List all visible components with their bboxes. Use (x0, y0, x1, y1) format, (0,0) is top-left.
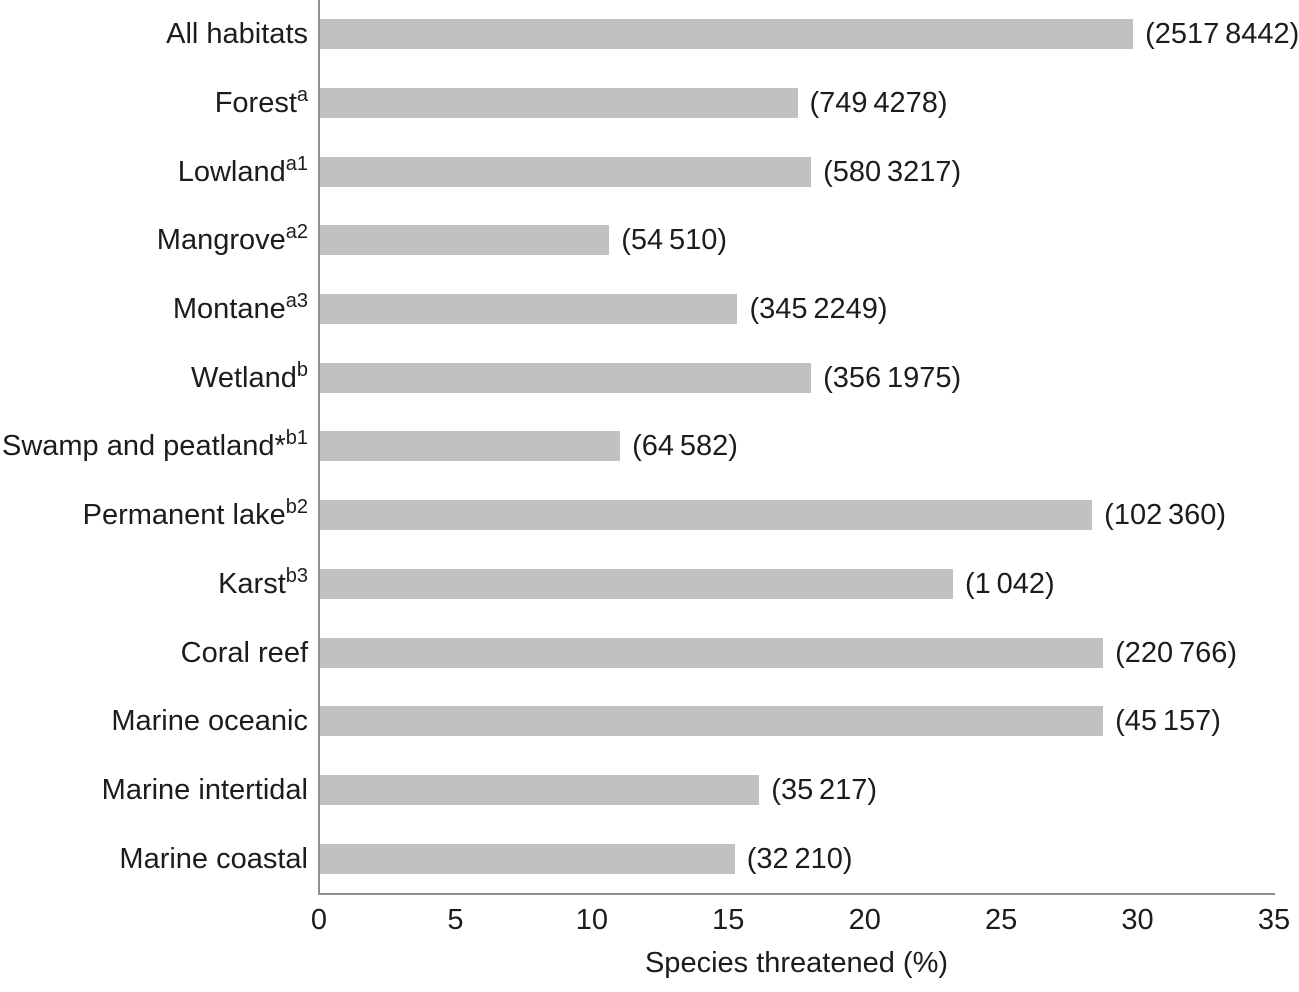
bar (320, 500, 1093, 531)
x-tick-label: 10 (575, 904, 608, 936)
bar-row: Swamp and peatland*b1 (64 582) (2, 412, 1275, 481)
category-label: Marine oceanic (111, 704, 308, 738)
bar-value-annotation: (580 3217) (823, 155, 962, 188)
category-label-text: Marine oceanic (111, 705, 308, 738)
category-label: Coral reef (181, 636, 308, 670)
bar (320, 88, 798, 119)
x-tick-label: 20 (848, 904, 881, 936)
x-tick-label: 35 (1257, 904, 1291, 936)
category-label-text: Marine coastal (119, 842, 308, 875)
bar-row: Karstb3 (1 042) (218, 550, 1275, 619)
x-tick-label: 15 (712, 904, 745, 936)
category-label-text: Karst (218, 567, 286, 600)
category-label-text: Coral reef (180, 636, 308, 669)
bar-value-annotation: (35 217) (771, 773, 878, 806)
bar-value-annotation: (45 157) (1115, 705, 1221, 738)
bar-value-annotation: (2517 8442) (1145, 18, 1299, 51)
category-superscript: b (296, 358, 308, 381)
category-label-text: Mangrove (156, 224, 286, 257)
bar (320, 225, 610, 256)
bar-value-annotation: (345 2249) (749, 293, 888, 326)
category-label: Marine intertidal (102, 773, 308, 807)
category-label: Permanent lakeb2 (82, 496, 308, 532)
bar-value-annotation: (54 510) (621, 224, 727, 257)
bar (320, 637, 1104, 668)
plot-area: All habitats (2517 8442) Foresta (749 4278)… (2, 0, 1299, 895)
bar (320, 294, 738, 325)
category-label: Mangrovea2 (156, 221, 308, 257)
bar-row: Lowlanda1 (580 3217) (178, 137, 1275, 206)
bar-value-annotation: (1 042) (965, 567, 1055, 600)
category-label-text: Forest (214, 87, 297, 120)
category-label: Swamp and peatland*b1 (1, 427, 308, 463)
bar-value-annotation: (64 582) (632, 430, 738, 463)
category-label: Foresta (214, 84, 308, 120)
category-label-text: Lowland (177, 155, 286, 188)
category-label-text: Marine intertidal (101, 773, 308, 806)
bar (320, 568, 954, 599)
category-superscript: a2 (285, 221, 308, 244)
bar-value-annotation: (32 210) (746, 842, 853, 875)
bar-row: Mangrovea2 (54 510) (157, 206, 1275, 275)
bar-value-annotation: (220 766) (1115, 636, 1237, 669)
bar-row: Marine intertidal (35 217) (102, 756, 1275, 825)
bar (320, 362, 812, 393)
bar-row: Coral reef (220 766) (181, 618, 1275, 687)
bar-row: Permanent lakeb2 (102 360) (83, 481, 1275, 550)
bar (320, 843, 735, 874)
category-label-text: Permanent lake (82, 499, 286, 532)
bar-row: Marine oceanic (45 157) (111, 687, 1275, 756)
category-label: Wetlandb (191, 358, 308, 395)
category-label: Montanea3 (172, 290, 308, 326)
bar (320, 431, 621, 462)
category-label: Marine coastal (119, 842, 308, 876)
category-label: Lowlanda1 (177, 152, 308, 189)
bar-row: All habitats (2517 8442) (166, 0, 1299, 69)
x-tick-label: 25 (985, 904, 1018, 936)
bar-row: Foresta (749 4278) (215, 69, 1275, 138)
bar (320, 774, 760, 805)
x-tick-label: 0 (310, 904, 328, 936)
category-label-text: Wetland (191, 361, 297, 394)
category-superscript: a1 (285, 152, 308, 175)
x-axis-title: Species threatened (%) (644, 947, 949, 979)
bar-value-annotation: (356 1975) (823, 361, 962, 394)
category-label: All habitats (166, 17, 308, 51)
category-superscript: b3 (285, 564, 308, 587)
x-tick-label: 5 (447, 904, 464, 936)
bar (320, 156, 812, 187)
category-label-text: All habitats (166, 18, 308, 51)
bar (320, 706, 1104, 737)
category-superscript: a (296, 84, 308, 107)
bar-row: Wetlandb (356 1975) (191, 343, 1275, 412)
category-label-text: Swamp and peatland* (1, 430, 286, 463)
category-superscript: b1 (285, 427, 308, 450)
category-superscript: a3 (285, 290, 308, 313)
category-superscript: b2 (285, 496, 308, 519)
category-label: Karstb3 (218, 564, 308, 601)
bar-row: Marine coastal (32 210) (119, 824, 1275, 893)
bar-value-annotation: (102 360) (1104, 499, 1227, 532)
x-tick-label: 30 (1121, 904, 1154, 936)
bar (320, 19, 1134, 50)
bar-value-annotation: (749 4278) (809, 87, 948, 120)
bar-row: Montanea3 (345 2249) (173, 275, 1275, 344)
category-label-text: Montane (172, 293, 286, 326)
